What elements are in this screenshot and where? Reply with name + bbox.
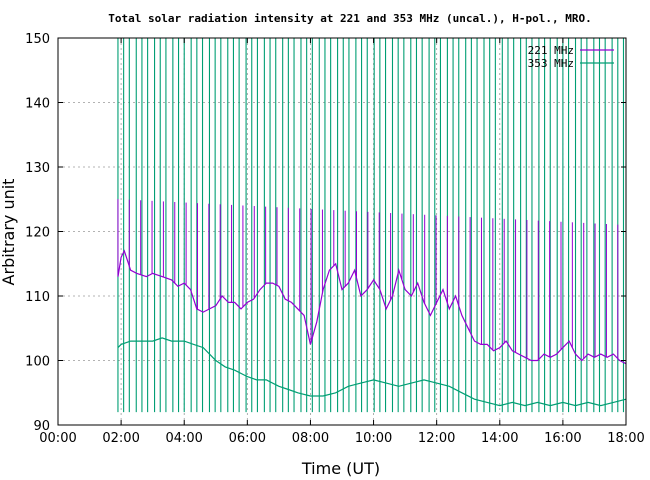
x-tick-label: 04:00	[165, 431, 202, 446]
x-tick-label: 16:00	[544, 431, 581, 446]
y-tick-label: 150	[25, 32, 50, 47]
y-axis-label: Arbitrary unit	[0, 179, 18, 286]
y-tick-label: 90	[33, 419, 50, 434]
series-lines	[117, 199, 627, 407]
x-axis-label: Time (UT)	[301, 459, 380, 478]
x-tick-label: 18:00	[607, 431, 644, 446]
series-353-line	[117, 337, 627, 407]
y-tick-label: 140	[25, 97, 50, 112]
series-221-line	[117, 249, 627, 365]
legend-label-221: 221 MHz	[528, 44, 574, 57]
x-tick-label: 00:00	[39, 431, 76, 446]
legend-label-353: 353 MHz	[528, 57, 574, 70]
x-tick-label: 14:00	[481, 431, 518, 446]
legend: 221 MHz 353 MHz	[528, 44, 614, 70]
y-tick-labels: 90 100 110 120 130 140 150	[25, 32, 50, 434]
axis-ticks	[57, 37, 627, 426]
y-tick-label: 120	[25, 226, 50, 241]
y-tick-label: 100	[25, 355, 50, 370]
series-221-spikes	[117, 199, 619, 360]
x-tick-label: 08:00	[292, 431, 329, 446]
x-tick-label: 02:00	[102, 431, 139, 446]
y-tick-label: 110	[25, 290, 50, 305]
x-tick-label: 10:00	[355, 431, 392, 446]
chart-title: Total solar radiation intensity at 221 a…	[108, 12, 591, 25]
x-tick-label: 12:00	[418, 431, 455, 446]
grid	[58, 38, 626, 425]
y-tick-label: 130	[25, 161, 50, 176]
x-tick-labels: 00:00 02:00 04:00 06:00 08:00 10:00 12:00 14:00…	[39, 431, 644, 446]
x-tick-label: 06:00	[229, 431, 266, 446]
series-353-spikes	[117, 38, 625, 413]
